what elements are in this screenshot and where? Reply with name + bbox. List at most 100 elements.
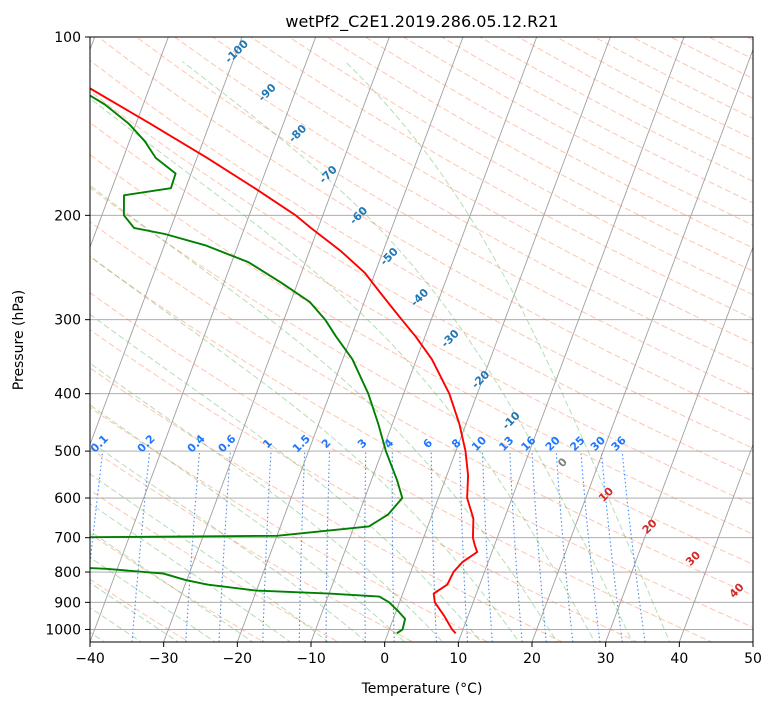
- isotherm-line: [605, 245, 753, 642]
- y-tick-label: 200: [54, 208, 81, 224]
- background-lines: [90, 37, 753, 642]
- isotherm-line: [310, 37, 538, 642]
- y-tick-label: 1000: [45, 622, 81, 638]
- mixing-ratio-label: 8: [449, 436, 464, 451]
- dry-adiabat-label: 40: [727, 580, 747, 600]
- mixing-ratio-line: [430, 451, 437, 642]
- moist-adiabat-label: -40: [408, 286, 431, 309]
- moist-adiabat-label: -70: [317, 163, 340, 186]
- dry-adiabat-line: [90, 406, 489, 642]
- dewpoint-line: [90, 94, 407, 635]
- x-tick-label: −20: [223, 651, 253, 667]
- y-tick-label: 600: [54, 491, 81, 507]
- dry-adiabat-line: [90, 90, 753, 477]
- x-tick-label: −10: [296, 651, 326, 667]
- x-tick-label: 30: [597, 651, 615, 667]
- mixing-ratio-line: [621, 451, 646, 642]
- mixing-ratio-line: [218, 451, 231, 642]
- dry-adiabat-label: 10: [596, 484, 616, 504]
- mixing-ratio-label: 1: [260, 436, 275, 451]
- dry-adiabat-line: [708, 37, 753, 60]
- dry-adiabat-line: [288, 37, 753, 296]
- moist-adiabat-line: [90, 530, 254, 642]
- moist-adiabat-line: [90, 556, 217, 642]
- isotherm-line: [236, 37, 464, 642]
- mixing-ratio-line: [391, 451, 395, 642]
- moist-adiabat-line: [90, 440, 368, 642]
- dry-adiabat-line: [555, 37, 753, 140]
- dry-adiabat-label: 20: [640, 516, 660, 536]
- isotherm-line: [90, 37, 317, 642]
- y-tick-label: 900: [54, 595, 81, 611]
- moist-adiabat-line: [90, 97, 596, 642]
- dry-adiabat-line: [90, 533, 265, 642]
- isotherm-line: [90, 37, 243, 446]
- dry-adiabat-line: [90, 121, 753, 506]
- isotherm-line: [384, 37, 611, 642]
- y-axis-label: Pressure (hPa): [11, 290, 27, 390]
- y-tick-label: 400: [54, 387, 81, 403]
- mixing-ratio-label: 0.4: [185, 432, 208, 455]
- dry-adiabat-line: [90, 154, 753, 535]
- profile-lines: [90, 87, 479, 635]
- chart-title: wetPf2_C2E1.2019.286.05.12.R21: [285, 12, 558, 32]
- y-tick-label: 500: [54, 444, 81, 460]
- dry-adiabat-line: [517, 37, 753, 161]
- dry-adiabat-line: [90, 59, 753, 449]
- moist-adiabat-line: [182, 61, 633, 642]
- dry-adiabat-line: [97, 37, 753, 422]
- moist-adiabat-line: [90, 184, 558, 642]
- isotherm-line: [163, 37, 390, 642]
- isotherm-line: [531, 48, 753, 642]
- y-tick-label: 700: [54, 531, 81, 547]
- dry-adiabat-line: [326, 37, 753, 272]
- x-tick-label: 40: [670, 651, 688, 667]
- x-tick-label: −30: [149, 651, 179, 667]
- moist-adiabat-line: [90, 313, 482, 642]
- moist-adiabat-label: -30: [439, 327, 462, 350]
- mixing-ratio-label: 0.1: [88, 432, 111, 455]
- moist-adiabat-line: [90, 362, 444, 642]
- dry-adiabat-line: [90, 578, 190, 642]
- moist-adiabat-line: [344, 61, 671, 642]
- moist-adiabat-label: -60: [347, 204, 370, 227]
- y-axis: 1000 900 800 700 600 500 400 300 200 100: [45, 30, 90, 638]
- y-tick-label: 300: [54, 313, 81, 329]
- dry-adiabat-label: 30: [683, 548, 703, 568]
- x-tick-label: 10: [449, 651, 467, 667]
- y-tick-label: 100: [54, 30, 81, 46]
- y-tick-label: 800: [54, 565, 81, 581]
- dry-adiabat-line: [90, 292, 713, 642]
- mixing-ratio-line: [90, 451, 104, 569]
- dry-adiabat-line: [90, 256, 753, 628]
- mixing-ratio-line: [509, 451, 523, 642]
- moist-adiabat-line: [90, 473, 330, 642]
- dry-adiabat-line: [90, 187, 753, 565]
- dry-adiabat-line: [90, 221, 753, 596]
- x-tick-label: 0: [380, 651, 389, 667]
- isotherm-line: [678, 443, 753, 642]
- moist-adiabat-line: [90, 502, 292, 642]
- mixing-ratio-label: 0.2: [135, 432, 158, 455]
- dry-adiabat-line: [365, 37, 753, 249]
- dry-adiabat-line: [746, 37, 753, 41]
- dry-adiabat-line: [212, 37, 753, 345]
- mixing-ratio-label: 0.6: [216, 432, 239, 455]
- x-tick-label: 50: [744, 651, 762, 667]
- x-tick-label: −40: [75, 651, 105, 667]
- dry-adiabat-label: 0: [555, 455, 570, 470]
- mixing-ratio-label: 4: [382, 436, 397, 451]
- isotherm-line: [457, 37, 685, 642]
- moist-adiabat-label: -80: [286, 122, 309, 145]
- temperature-line: [90, 87, 479, 634]
- moist-adiabat-line: [90, 607, 143, 642]
- mixing-ratio-line: [262, 451, 272, 642]
- dry-adiabat-line: [479, 37, 753, 182]
- x-tick-label: 20: [523, 651, 541, 667]
- moist-adiabat-line: [90, 404, 406, 642]
- moist-adiabat-label: -90: [256, 81, 279, 104]
- dry-adiabat-line: [441, 37, 753, 204]
- moist-adiabat-label: -100: [222, 37, 251, 66]
- x-axis-label: Temperature (°C): [361, 681, 483, 697]
